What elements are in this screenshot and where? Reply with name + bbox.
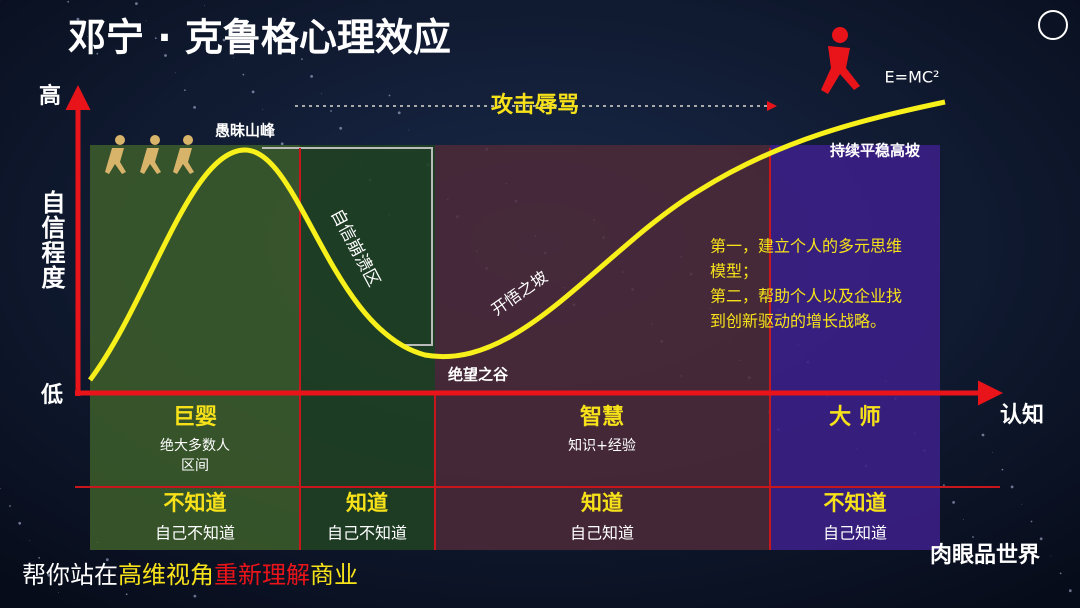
zone-bg (90, 145, 300, 550)
valley-label: 绝望之谷 (448, 366, 509, 384)
note-line: 到创新驱动的增长战略。 (710, 312, 886, 331)
footer-part: 商业 (310, 561, 358, 589)
star (981, 433, 985, 437)
star (67, 0, 70, 3)
zone-desc: 绝大多数人 (160, 437, 230, 454)
star (310, 75, 313, 78)
star (38, 557, 40, 559)
y-low: 低 (40, 383, 63, 408)
zone-sub: 自己不知道 (155, 524, 235, 543)
star (972, 536, 974, 538)
zone-state: 不知道 (164, 491, 227, 515)
star (242, 73, 245, 76)
star (1039, 537, 1043, 541)
y-high: 高 (39, 83, 61, 109)
star (233, 56, 235, 58)
runners (105, 135, 194, 174)
star (1059, 572, 1062, 575)
title: 邓宁 · 克鲁格心理效应 (68, 16, 451, 60)
star (222, 38, 226, 42)
star (213, 21, 216, 24)
star (145, 20, 147, 22)
equation: E=MC² (885, 68, 940, 87)
star (184, 89, 186, 91)
star (193, 594, 197, 598)
star (330, 110, 332, 112)
star (116, 576, 118, 578)
red-runner (821, 27, 860, 94)
footer: 帮你站在高维视角重新理解商业 (22, 561, 358, 589)
star (1068, 589, 1072, 593)
star (301, 58, 303, 60)
y-label: 自信程度 (37, 189, 65, 290)
footer-part: 帮你站在 (22, 561, 118, 589)
star (291, 41, 293, 43)
star (154, 37, 157, 40)
watermark: 肉眼品世界 (930, 543, 1040, 568)
star (262, 108, 264, 110)
footer-part: 高维视角 (118, 561, 214, 589)
star (96, 52, 99, 55)
confidence-curve (87, 99, 946, 382)
star (943, 484, 945, 486)
star (952, 501, 955, 504)
zone-state: 知道 (346, 491, 388, 515)
star (1021, 503, 1023, 505)
star (76, 17, 80, 21)
zone-name: 巨婴 (173, 405, 217, 430)
star (1010, 485, 1014, 489)
star (174, 72, 176, 74)
star (397, 111, 401, 115)
zone-bg (770, 145, 940, 550)
star (271, 125, 274, 128)
note-line: 第二，帮助个人以及企业找 (710, 287, 902, 306)
peak-label: 愚昧山峰 (215, 122, 276, 140)
zone-desc: 区间 (181, 458, 209, 474)
star (339, 126, 343, 130)
star (9, 505, 11, 507)
footer-part: 重新理解 (214, 561, 310, 589)
zone-state: 不知道 (824, 491, 887, 515)
note-line: 第一，建立个人的多元思维 (710, 237, 902, 256)
star (962, 519, 964, 521)
zone-sub: 自己知道 (570, 524, 634, 543)
x-label: 认知 (1000, 402, 1044, 428)
star (388, 94, 391, 97)
star (87, 36, 88, 37)
star (125, 593, 128, 596)
zone-sub: 自己不知道 (327, 524, 407, 543)
star (1030, 520, 1033, 523)
logo (1038, 10, 1068, 40)
zone-name: 智慧 (580, 404, 624, 430)
plateau-label: 持续平稳高坡 (830, 142, 920, 160)
star (29, 540, 30, 541)
star (320, 93, 322, 95)
star (193, 106, 197, 109)
attack-label: 攻击辱骂 (491, 92, 579, 118)
star (47, 573, 51, 577)
star (408, 129, 410, 131)
zone-state: 知道 (581, 491, 623, 515)
star (1050, 555, 1052, 557)
star (135, 2, 138, 5)
collapse-box (262, 147, 433, 346)
star (105, 558, 109, 562)
zone-sub: 自己知道 (823, 524, 887, 543)
zone-name: 大 师 (829, 404, 881, 430)
dividers (75, 148, 1000, 550)
star (992, 451, 994, 453)
star (164, 54, 167, 57)
star (251, 90, 255, 94)
star (1001, 468, 1004, 471)
zone-bg (300, 145, 435, 550)
note-line: 模型； (710, 262, 758, 281)
star (280, 142, 284, 146)
star (0, 488, 1, 490)
zone-desc: 知识+经验 (568, 437, 636, 454)
star (58, 592, 59, 593)
star (18, 521, 22, 525)
star (204, 5, 206, 6)
